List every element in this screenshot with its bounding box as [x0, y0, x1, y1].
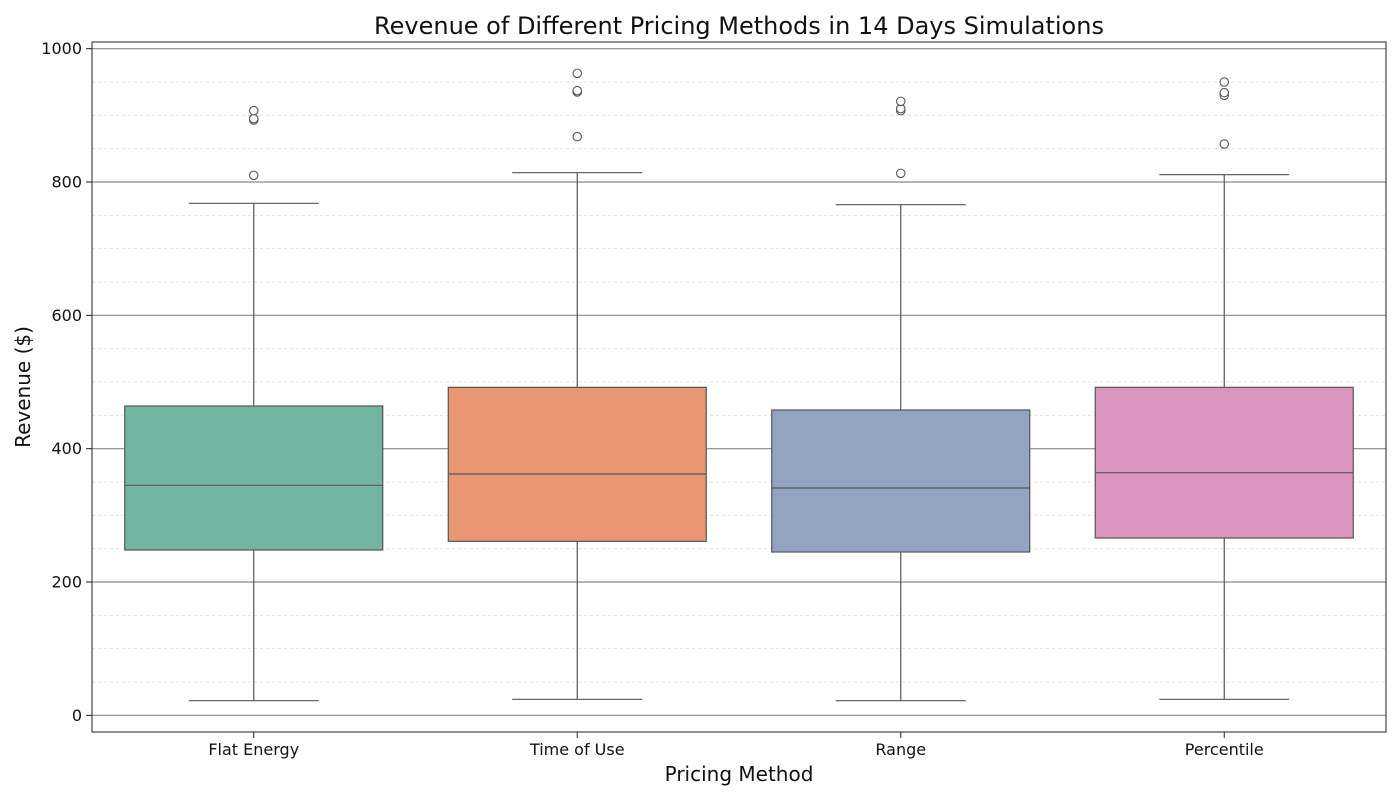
- outlier-point: [895, 96, 906, 107]
- x-tick-label: Range: [875, 740, 926, 759]
- y-tick-label: 600: [51, 306, 82, 325]
- box-percentile: [1094, 77, 1354, 700]
- outlier-point: [572, 85, 582, 96]
- plot-frame: [91, 41, 1387, 733]
- box-body: [771, 409, 1031, 553]
- box-body: [1094, 386, 1354, 539]
- x-axis-label: Pricing Method: [665, 762, 814, 786]
- y-tick-label: 0: [72, 706, 82, 725]
- axes-layer: [91, 41, 1387, 733]
- ticks-layer: 0 200 400 600 800 1000 Flat Energy Time of Use R…: [41, 39, 1263, 759]
- x-tick-label: Percentile: [1185, 740, 1264, 759]
- outlier-point: [249, 105, 259, 116]
- outlier-point: [1219, 87, 1230, 98]
- outlier-point: [1219, 77, 1230, 87]
- boxes-layer: [124, 68, 1354, 702]
- x-tick-label: Time of Use: [529, 740, 625, 759]
- y-tick-label: 400: [51, 439, 82, 458]
- box-body: [447, 386, 707, 542]
- x-tick-label: Flat Energy: [208, 740, 299, 759]
- outlier-point: [1219, 139, 1230, 149]
- outlier-point: [249, 170, 259, 181]
- box-range: [771, 96, 1031, 702]
- y-tick-label: 1000: [41, 39, 82, 58]
- outlier-point: [572, 131, 582, 142]
- box-body: [124, 405, 384, 551]
- box-flat-energy: [124, 105, 384, 702]
- y-tick-label: 800: [51, 173, 82, 192]
- chart-title: Revenue of Different Pricing Methods in …: [374, 12, 1104, 40]
- outlier-point: [249, 113, 259, 124]
- y-axis-label: Revenue ($): [11, 326, 35, 448]
- outlier-point: [572, 68, 582, 79]
- y-tick-label: 200: [51, 573, 82, 592]
- outlier-point: [895, 168, 906, 179]
- box-time-of-use: [447, 68, 707, 700]
